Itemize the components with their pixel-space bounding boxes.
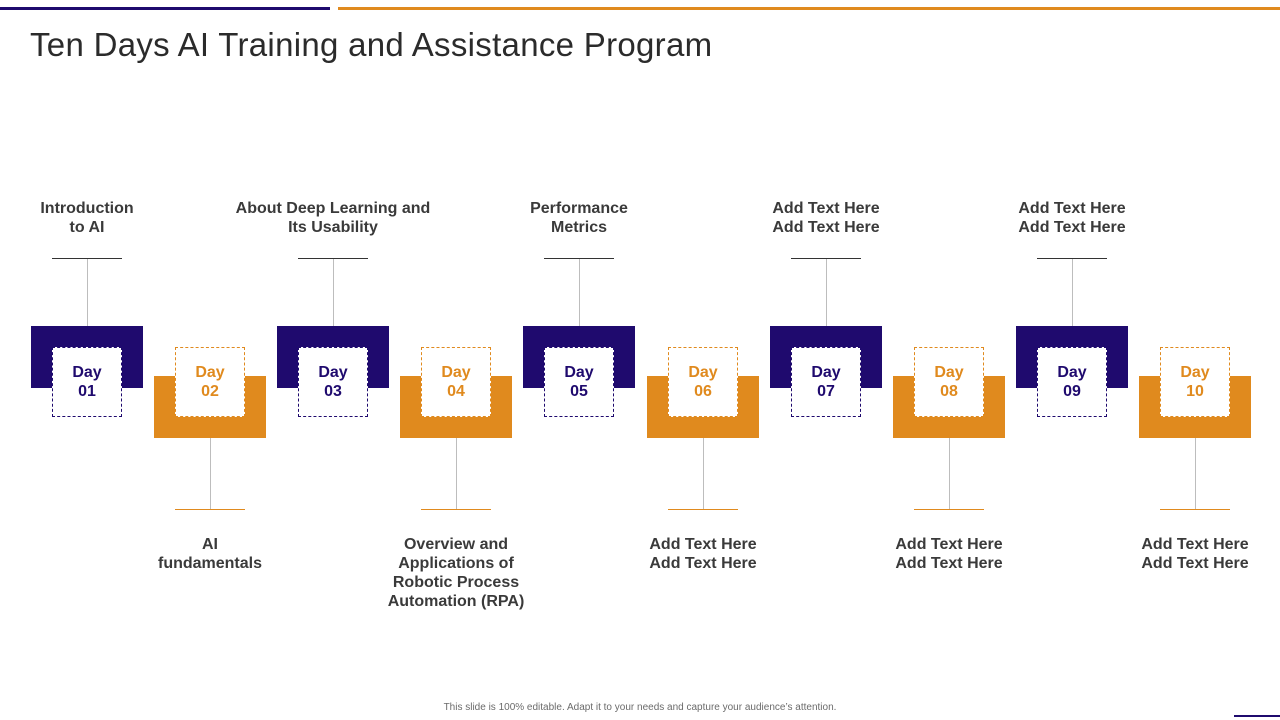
day-number: 09 — [1063, 383, 1081, 400]
connector-line — [87, 258, 88, 326]
day-word: Day — [934, 364, 964, 381]
day-description: Add Text Here Add Text Here — [895, 536, 1003, 572]
day-number: 05 — [570, 383, 588, 400]
connector-line — [1072, 258, 1073, 326]
connector-tick — [175, 509, 245, 510]
day-badge: Day 09 — [1037, 347, 1107, 417]
connector-tick — [914, 509, 984, 510]
day-badge: Day 10 — [1160, 347, 1230, 417]
day-description: Performance Metrics — [530, 200, 628, 236]
day-word: Day — [1057, 364, 1087, 381]
connector-line — [579, 258, 580, 326]
day-description: Add Text Here Add Text Here — [649, 536, 757, 572]
day-word: Day — [195, 364, 225, 381]
day-number: 07 — [817, 383, 835, 400]
day-number: 08 — [940, 383, 958, 400]
connector-line — [826, 258, 827, 326]
day-number: 10 — [1186, 383, 1204, 400]
day-badge: Day 03 — [298, 347, 368, 417]
day-word: Day — [441, 364, 471, 381]
day-badge: Day 05 — [544, 347, 614, 417]
connector-line — [333, 258, 334, 326]
day-badge: Day 01 — [52, 347, 122, 417]
day-badge: Day 04 — [421, 347, 491, 417]
connector-tick — [1160, 509, 1230, 510]
day-description: Add Text Here Add Text Here — [772, 200, 880, 236]
connector-line — [210, 438, 211, 509]
connector-line — [1195, 438, 1196, 509]
day-description: Add Text Here Add Text Here — [1141, 536, 1249, 572]
connector-tick — [668, 509, 738, 510]
day-word: Day — [72, 364, 102, 381]
connector-line — [703, 438, 704, 509]
day-description: About Deep Learning and Its Usability — [235, 200, 431, 236]
day-description: Introduction to AI — [40, 200, 134, 236]
day-number: 01 — [78, 383, 96, 400]
day-badge: Day 06 — [668, 347, 738, 417]
day-number: 06 — [694, 383, 712, 400]
connector-tick — [52, 258, 122, 259]
day-word: Day — [1180, 364, 1210, 381]
slide-title: Ten Days AI Training and Assistance Prog… — [30, 26, 713, 63]
connector-tick — [791, 258, 861, 259]
day-description: AI fundamentals — [157, 536, 262, 572]
connector-tick — [1037, 258, 1107, 259]
top-accent-bar-right — [338, 7, 1280, 10]
day-description: Overview and Applications of Robotic Pro… — [387, 536, 525, 610]
connector-tick — [544, 258, 614, 259]
footer-note: This slide is 100% editable. Adapt it to… — [443, 702, 837, 713]
day-badge: Day 02 — [175, 347, 245, 417]
day-word: Day — [688, 364, 718, 381]
connector-tick — [298, 258, 368, 259]
day-number: 02 — [201, 383, 219, 400]
day-word: Day — [564, 364, 594, 381]
top-accent-bar-left — [0, 7, 330, 10]
day-word: Day — [811, 364, 841, 381]
day-badge: Day 07 — [791, 347, 861, 417]
day-number: 04 — [447, 383, 465, 400]
day-description: Add Text Here Add Text Here — [1018, 200, 1126, 236]
connector-line — [456, 438, 457, 509]
connector-tick — [421, 509, 491, 510]
footer-accent-mark — [1234, 715, 1280, 717]
day-badge: Day 08 — [914, 347, 984, 417]
day-number: 03 — [324, 383, 342, 400]
day-word: Day — [318, 364, 348, 381]
connector-line — [949, 438, 950, 509]
